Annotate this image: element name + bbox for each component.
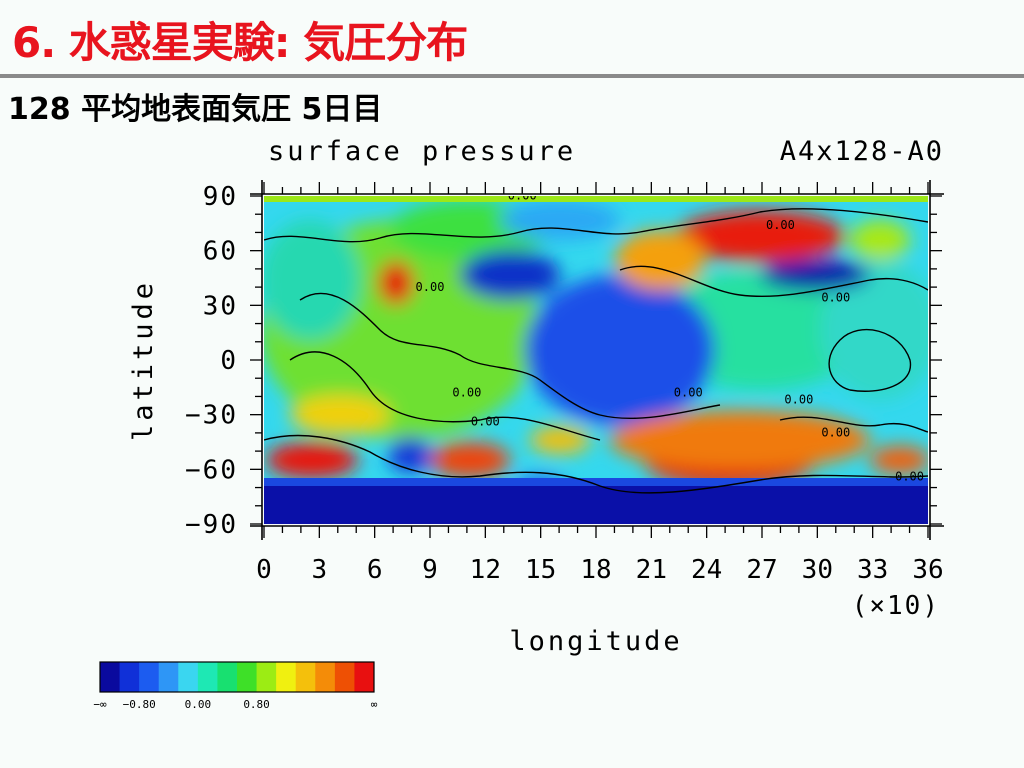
field-blob bbox=[500, 200, 620, 240]
contour-label: 0.00 bbox=[950, 280, 979, 294]
colorbar-swatch bbox=[178, 662, 199, 692]
colorbar-label: −∞ bbox=[93, 698, 107, 711]
y-axis-label: latitude bbox=[128, 279, 159, 441]
field-blob bbox=[530, 426, 590, 454]
colorbar: −∞ −0.80 0.00 0.80 ∞ bbox=[93, 661, 378, 711]
y-tick-label: 60 bbox=[203, 237, 238, 267]
contour-label: 0.00 bbox=[784, 393, 813, 407]
y-tick-label: 30 bbox=[203, 291, 238, 321]
y-axis-tick-labels: 90 60 30 0 −30 −60 −90 bbox=[185, 182, 238, 540]
y-axis-ticks bbox=[250, 195, 942, 525]
x-tick-label: 30 bbox=[802, 555, 833, 585]
y-tick-label: −60 bbox=[185, 455, 238, 485]
field-blob bbox=[460, 250, 560, 300]
field-blob bbox=[675, 210, 845, 262]
slide-title: 6. 水惑星実験: 気圧分布 bbox=[12, 18, 468, 67]
colorbar-swatch bbox=[315, 662, 336, 692]
colorbar-swatch bbox=[237, 662, 258, 692]
contour-label: 0.00 bbox=[895, 469, 924, 483]
heatmap-blobs bbox=[264, 200, 928, 496]
contour-label: 0.00 bbox=[766, 218, 795, 232]
contour-line bbox=[619, 265, 928, 298]
x-tick-label: 27 bbox=[746, 555, 777, 585]
y-tick-label: 90 bbox=[203, 182, 238, 212]
colorbar-swatch bbox=[276, 662, 297, 692]
colorbar-swatch bbox=[217, 662, 238, 692]
x-tick-label: 9 bbox=[422, 555, 438, 585]
x-tick-label: 36 bbox=[912, 555, 943, 585]
contour-line bbox=[264, 208, 928, 243]
x-tick-label: 3 bbox=[312, 555, 328, 585]
title-divider bbox=[0, 74, 1024, 78]
chart-title: surface pressure bbox=[268, 136, 576, 167]
x-tick-label: 18 bbox=[580, 555, 611, 585]
field-blob bbox=[610, 410, 870, 470]
contour-label: 0.00 bbox=[821, 426, 850, 440]
colorbar-swatch bbox=[158, 662, 179, 692]
field-blob bbox=[870, 446, 928, 474]
x-tick-label: 24 bbox=[691, 555, 722, 585]
contour-label: 0.00 bbox=[674, 385, 703, 399]
colorbar-swatch bbox=[354, 662, 375, 692]
contour-line bbox=[828, 328, 912, 392]
contour-label: 0.00 bbox=[416, 280, 445, 294]
field-blob bbox=[388, 437, 432, 473]
colorbar-label: −0.80 bbox=[123, 698, 156, 711]
y-tick-label: 0 bbox=[220, 346, 238, 376]
colorbar-label: 0.00 bbox=[185, 698, 212, 711]
x-tick-label: 12 bbox=[470, 555, 501, 585]
field-blob bbox=[430, 442, 510, 478]
zero-contours bbox=[264, 208, 928, 494]
contour-line bbox=[289, 351, 601, 441]
polar-low-edge bbox=[264, 478, 928, 486]
y-tick-label: −30 bbox=[185, 401, 238, 431]
slide-subtitle: 128 平均地表面気圧 5日目 bbox=[8, 92, 383, 127]
field-blob bbox=[525, 275, 715, 425]
colorbar-frame bbox=[99, 661, 375, 693]
polar-low-band bbox=[264, 484, 928, 524]
colorbar-labels: −∞ −0.80 0.00 0.80 ∞ bbox=[93, 698, 377, 711]
colorbar-swatch bbox=[334, 662, 355, 692]
field-blob bbox=[378, 261, 414, 305]
pressure-heatmap: 0.00 0.00 0.00 0.00 0.00 0.00 0.00 0.00 0.00 0.00… bbox=[264, 189, 979, 524]
x-axis-tick-labels: 0 3 6 9 12 15 18 21 24 27 30 33 36 bbox=[256, 555, 943, 585]
x-axis-ticks bbox=[263, 182, 929, 538]
contour-label: 0.00 bbox=[452, 385, 481, 399]
contour-line bbox=[299, 292, 721, 420]
x-tick-label: 15 bbox=[525, 555, 556, 585]
colorbar-swatch bbox=[119, 662, 140, 692]
field-blob bbox=[850, 220, 910, 260]
contour-label: 0.00 bbox=[471, 415, 500, 429]
x-tick-label: 21 bbox=[636, 555, 667, 585]
x-tick-label: 0 bbox=[256, 555, 272, 585]
colorbar-swatch bbox=[197, 662, 218, 692]
contour-label: 0.00 bbox=[821, 291, 850, 305]
field-blob bbox=[264, 220, 360, 340]
contour-line bbox=[264, 434, 928, 494]
field-blob bbox=[266, 442, 358, 478]
x-tick-label: 33 bbox=[857, 555, 888, 585]
colorbar-swatch bbox=[100, 662, 121, 692]
experiment-label: A4x128-A0 bbox=[780, 136, 944, 167]
colorbar-swatch bbox=[256, 662, 277, 692]
x-tick-label: 6 bbox=[367, 555, 383, 585]
colorbar-swatch bbox=[139, 662, 160, 692]
colorbar-label: 0.80 bbox=[243, 698, 270, 711]
colorbar-swatch bbox=[295, 662, 316, 692]
x-axis-multiplier: (×10) bbox=[852, 591, 940, 621]
contour-label: 0.00 bbox=[508, 189, 537, 203]
colorbar-swatches bbox=[100, 662, 375, 692]
field-blob bbox=[615, 230, 705, 290]
field-blob bbox=[290, 395, 390, 435]
north-edge-band bbox=[264, 196, 928, 202]
x-axis-label: longitude bbox=[509, 626, 682, 657]
y-tick-label: −90 bbox=[185, 510, 238, 540]
contour-labels: 0.00 0.00 0.00 0.00 0.00 0.00 0.00 0.00 0.00 0.00… bbox=[416, 189, 979, 483]
colorbar-label: ∞ bbox=[371, 698, 378, 711]
contour-line bbox=[779, 416, 928, 433]
field-blob bbox=[760, 259, 870, 291]
